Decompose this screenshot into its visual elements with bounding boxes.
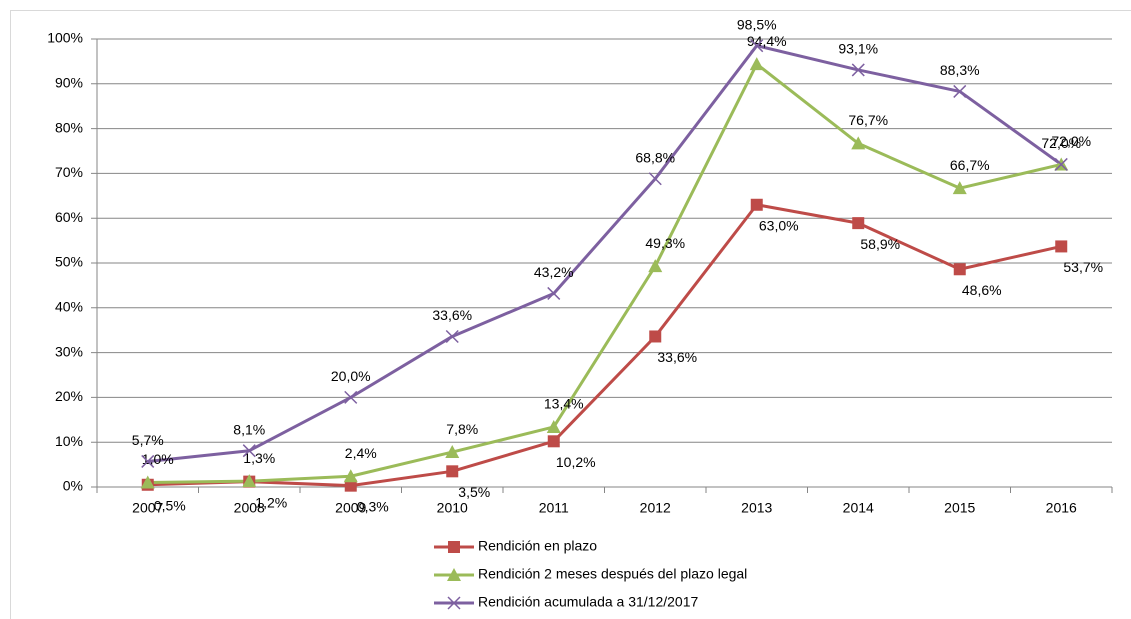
x-tick-label: 2010: [437, 500, 468, 516]
marker: [447, 596, 461, 610]
y-tick-label: 70%: [55, 164, 83, 180]
data-label: 10,2%: [556, 454, 596, 470]
legend-label: Rendición 2 meses después del plazo lega…: [478, 566, 747, 582]
marker: [750, 198, 763, 211]
x-tick-label: 2015: [944, 500, 975, 516]
data-label: 0,5%: [154, 497, 186, 513]
data-label: 58,9%: [860, 236, 900, 252]
marker: [447, 568, 461, 581]
y-tick-label: 30%: [55, 343, 83, 359]
marker: [648, 259, 663, 273]
chart-frame: [10, 10, 1131, 619]
data-label: 13,4%: [544, 396, 584, 412]
x-tick-label: 2014: [843, 500, 874, 516]
x-tick-label: 2011: [539, 500, 569, 516]
legend-label: Rendición acumulada a 31/12/2017: [478, 594, 698, 610]
y-tick-label: 0%: [63, 478, 83, 494]
y-tick-label: 20%: [55, 388, 83, 404]
data-label: 63,0%: [759, 217, 799, 233]
data-label: 66,7%: [950, 157, 990, 173]
marker: [546, 419, 561, 433]
marker: [953, 263, 966, 276]
marker: [242, 474, 257, 488]
data-label: 8,1%: [233, 421, 265, 437]
legend-label: Rendición en plazo: [478, 538, 597, 554]
marker: [547, 286, 561, 300]
data-label: 33,6%: [432, 307, 472, 323]
x-tick-label: 2013: [741, 500, 772, 516]
data-label: 5,7%: [132, 432, 164, 448]
marker: [649, 330, 662, 343]
marker: [953, 84, 967, 98]
y-tick-label: 50%: [55, 254, 83, 270]
data-label: 1,3%: [243, 450, 275, 466]
data-label: 20,0%: [331, 368, 371, 384]
marker: [1054, 157, 1068, 171]
marker: [344, 390, 358, 404]
marker: [750, 39, 764, 53]
marker: [1055, 240, 1068, 253]
marker: [242, 444, 256, 458]
data-label: 76,7%: [848, 112, 888, 128]
data-label: 7,8%: [446, 421, 478, 437]
marker: [851, 63, 865, 77]
marker: [343, 469, 358, 483]
data-label: 43,2%: [534, 264, 574, 280]
marker: [648, 172, 662, 186]
x-tick-label: 2009: [335, 500, 366, 516]
series-line: [147, 62, 1062, 485]
marker: [445, 445, 460, 459]
y-tick-label: 10%: [55, 433, 83, 449]
marker: [140, 475, 155, 489]
x-tick-label: 2007: [132, 500, 163, 516]
data-label: 1,2%: [255, 494, 287, 510]
marker: [547, 435, 560, 448]
data-label: 98,5%: [737, 16, 777, 32]
data-label: 93,1%: [838, 41, 878, 57]
data-label: 0,3%: [357, 498, 389, 514]
data-label: 68,8%: [635, 149, 675, 165]
y-tick-label: 100%: [47, 30, 83, 46]
data-label: 33,6%: [657, 349, 697, 365]
data-label: 49,3%: [645, 235, 685, 251]
y-tick-label: 60%: [55, 209, 83, 225]
marker: [852, 217, 865, 230]
x-tick-label: 2008: [234, 500, 265, 516]
marker: [448, 541, 460, 553]
series-line: [147, 203, 1062, 488]
data-label: 88,3%: [940, 62, 980, 78]
data-label: 2,4%: [345, 445, 377, 461]
marker: [344, 479, 357, 492]
x-tick-label: 2016: [1046, 500, 1077, 516]
marker: [445, 329, 459, 344]
data-label: 72,0%: [1051, 133, 1091, 149]
marker: [446, 465, 459, 478]
marker: [749, 57, 764, 71]
data-label: 1,0%: [142, 451, 174, 467]
y-tick-label: 90%: [55, 75, 83, 91]
data-label: 48,6%: [962, 282, 1002, 298]
series-line: [147, 44, 1063, 463]
data-label: 72,0%: [1041, 135, 1081, 151]
marker: [952, 181, 967, 195]
data-label: 53,7%: [1063, 259, 1103, 275]
marker: [141, 454, 155, 468]
y-tick-label: 40%: [55, 299, 83, 315]
marker: [851, 136, 866, 150]
x-tick-label: 2012: [640, 500, 671, 516]
data-label: 3,5%: [458, 484, 490, 500]
y-tick-label: 80%: [55, 119, 83, 135]
